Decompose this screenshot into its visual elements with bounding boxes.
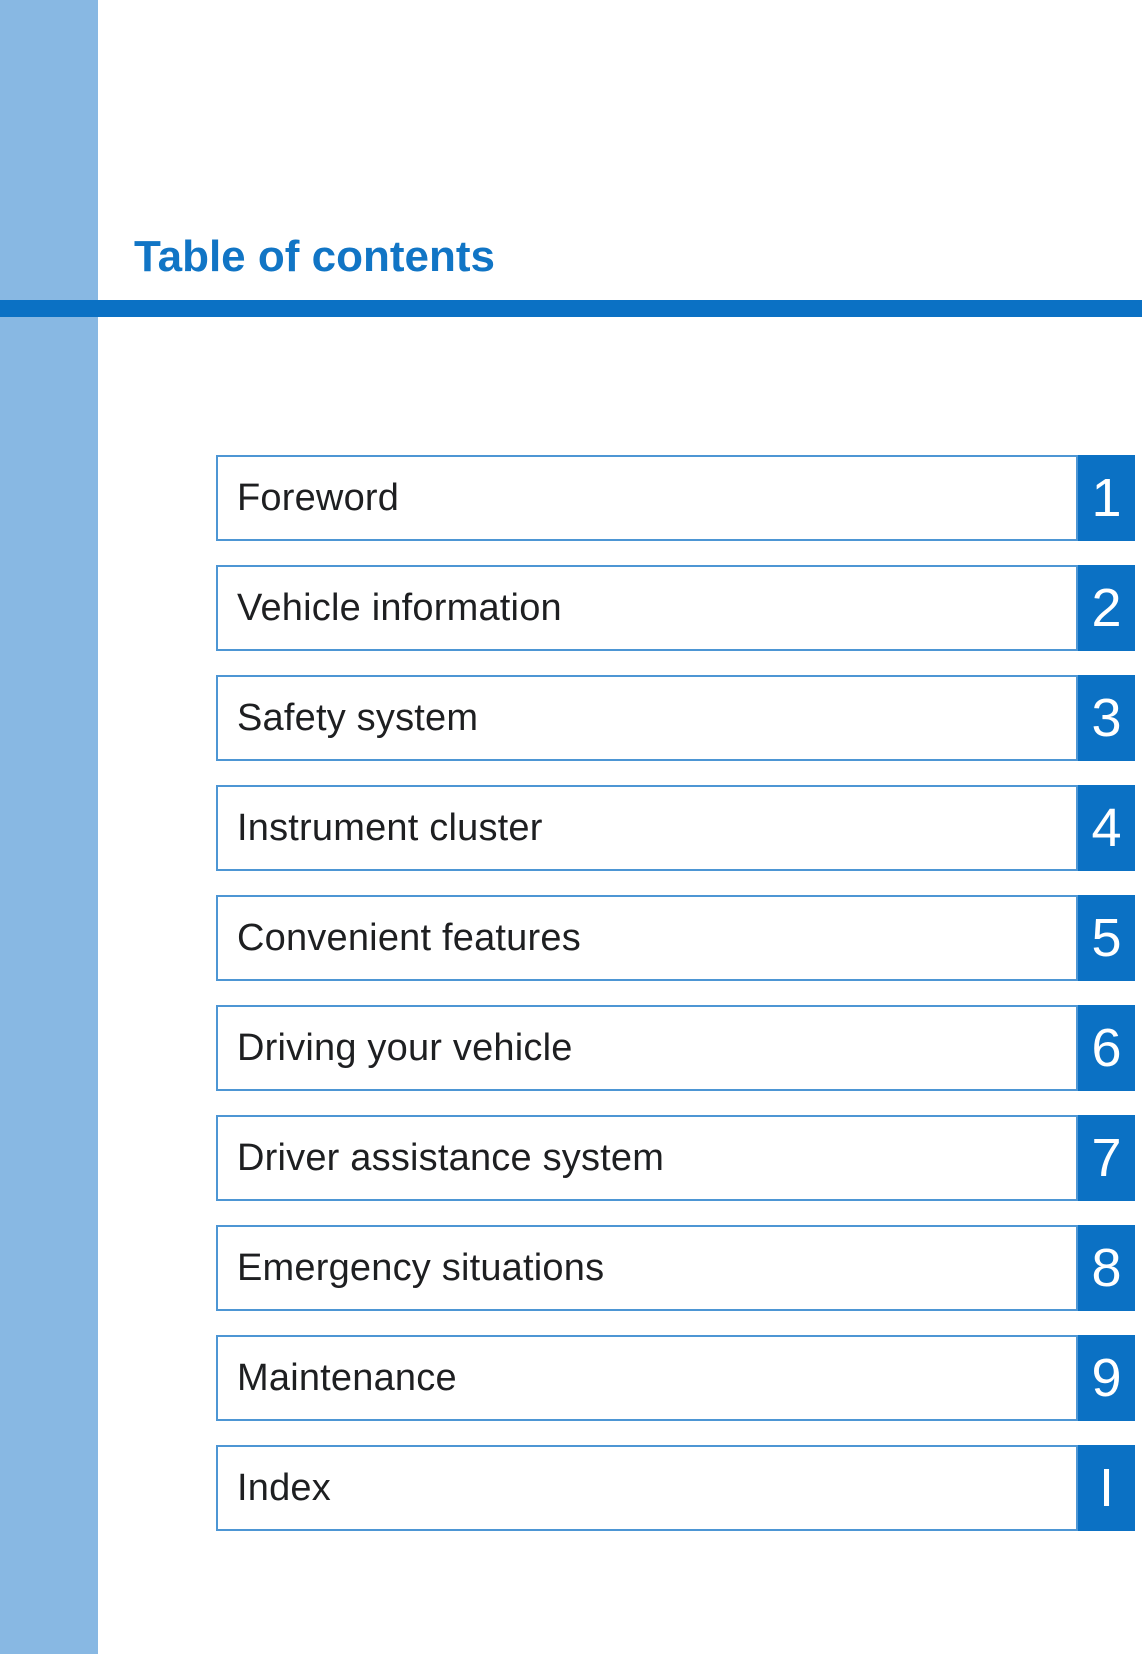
toc-row-instrument-cluster[interactable]: Instrument cluster 4 (216, 785, 1135, 871)
toc-label-box: Instrument cluster (216, 785, 1078, 871)
toc-row-emergency-situations[interactable]: Emergency situations 8 (216, 1225, 1135, 1311)
chapter-number-badge: 3 (1078, 675, 1135, 761)
sidebar-accent-bar (0, 0, 98, 1654)
toc-row-foreword[interactable]: Foreword 1 (216, 455, 1135, 541)
toc-label-box: Maintenance (216, 1335, 1078, 1421)
toc-label: Emergency situations (237, 1246, 605, 1289)
chapter-number-badge: 9 (1078, 1335, 1135, 1421)
toc-row-driver-assistance-system[interactable]: Driver assistance system 7 (216, 1115, 1135, 1201)
toc-label-box: Emergency situations (216, 1225, 1078, 1311)
toc-row-driving-your-vehicle[interactable]: Driving your vehicle 6 (216, 1005, 1135, 1091)
chapter-number-badge: 2 (1078, 565, 1135, 651)
chapter-number-badge: 6 (1078, 1005, 1135, 1091)
chapter-number-badge: I (1078, 1445, 1135, 1531)
toc-row-vehicle-information[interactable]: Vehicle information 2 (216, 565, 1135, 651)
toc-label-box: Safety system (216, 675, 1078, 761)
toc-label-box: Convenient features (216, 895, 1078, 981)
title-divider-bar (0, 300, 1142, 317)
chapter-number-badge: 7 (1078, 1115, 1135, 1201)
chapter-number-badge: 1 (1078, 455, 1135, 541)
table-of-contents-list: Foreword 1 Vehicle information 2 Safety … (216, 455, 1135, 1555)
toc-row-safety-system[interactable]: Safety system 3 (216, 675, 1135, 761)
toc-label-box: Foreword (216, 455, 1078, 541)
chapter-number-badge: 8 (1078, 1225, 1135, 1311)
toc-row-maintenance[interactable]: Maintenance 9 (216, 1335, 1135, 1421)
toc-label: Driver assistance system (237, 1136, 665, 1179)
toc-label: Convenient features (237, 916, 581, 959)
chapter-number-badge: 5 (1078, 895, 1135, 981)
chapter-number-badge: 4 (1078, 785, 1135, 871)
toc-label-box: Vehicle information (216, 565, 1078, 651)
toc-label-box: Driving your vehicle (216, 1005, 1078, 1091)
toc-label-box: Driver assistance system (216, 1115, 1078, 1201)
toc-label: Maintenance (237, 1356, 457, 1399)
toc-row-index[interactable]: Index I (216, 1445, 1135, 1531)
toc-label: Vehicle information (237, 586, 562, 629)
toc-label: Index (237, 1466, 331, 1509)
toc-label: Instrument cluster (237, 806, 543, 849)
toc-label: Driving your vehicle (237, 1026, 573, 1069)
toc-label: Foreword (237, 476, 400, 519)
page-title: Table of contents (134, 232, 495, 281)
toc-label-box: Index (216, 1445, 1078, 1531)
toc-label: Safety system (237, 696, 479, 739)
toc-row-convenient-features[interactable]: Convenient features 5 (216, 895, 1135, 981)
